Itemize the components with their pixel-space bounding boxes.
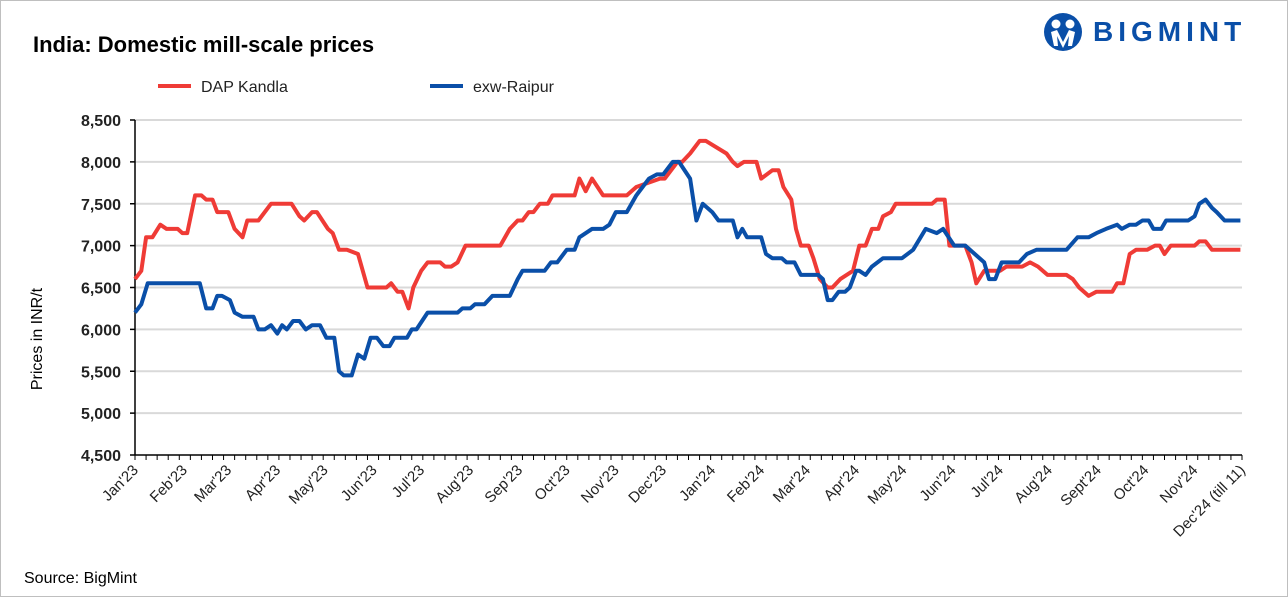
- y-tick-label: 5,500: [81, 364, 121, 381]
- source-note: Source: BigMint: [24, 570, 137, 587]
- x-tick-label: Apr'23: [242, 462, 284, 504]
- logo-people-icon: [1044, 13, 1082, 51]
- x-tick-label: Jan'23: [99, 462, 142, 505]
- series-line-exw-raipur: [133, 159, 1241, 378]
- y-tick-label: 7,000: [81, 239, 121, 256]
- x-tick-label: May'24: [865, 462, 911, 508]
- y-tick-label: 4,500: [81, 448, 121, 465]
- x-tick-label: Dec'23: [625, 462, 670, 507]
- x-tick-label: Jun'24: [916, 462, 959, 505]
- y-tick-label: 6,500: [81, 281, 121, 298]
- x-tick-label: Apr'24: [821, 462, 863, 504]
- y-tick-label: 8,500: [81, 113, 121, 130]
- x-tick-label: Oct'23: [531, 462, 573, 504]
- logo-text: BIGMINT: [1093, 16, 1247, 47]
- legend-label: DAP Kandla: [201, 79, 288, 96]
- x-tick-label: Feb'23: [147, 462, 191, 506]
- x-tick-label: Aug'23: [432, 462, 477, 507]
- x-tick-label: Jul'24: [967, 462, 1006, 501]
- legend-label: exw-Raipur: [473, 79, 555, 96]
- y-tick-label: 5,000: [81, 406, 121, 423]
- x-tick-label: Mar'23: [191, 462, 235, 506]
- x-tick-label: Oct'24: [1110, 462, 1152, 504]
- x-tick-label: Aug'24: [1011, 462, 1056, 507]
- x-tick-label: Jul'23: [389, 462, 428, 501]
- chart-title: India: Domestic mill-scale prices: [33, 32, 375, 57]
- x-tick-label: Mar'24: [770, 462, 814, 506]
- x-tick-label: Nov'23: [578, 462, 623, 507]
- bigmint-logo: BIGMINT: [1043, 12, 1246, 52]
- x-tick-label: Sept'24: [1057, 462, 1105, 510]
- y-tick-label: 8,000: [81, 155, 121, 172]
- series-line-dap-kandla: [133, 138, 1241, 311]
- x-tick-label: Jun'23: [338, 462, 381, 505]
- x-tick-label: Nov'24: [1157, 462, 1202, 507]
- x-tick-label: May'23: [286, 462, 332, 508]
- x-tick-label: Sep'23: [481, 462, 526, 507]
- x-tick-label: Feb'24: [724, 462, 768, 506]
- x-tick-label: Jan'24: [676, 462, 719, 505]
- y-tick-label: 6,000: [81, 322, 121, 339]
- y-tick-label: 7,500: [81, 197, 121, 214]
